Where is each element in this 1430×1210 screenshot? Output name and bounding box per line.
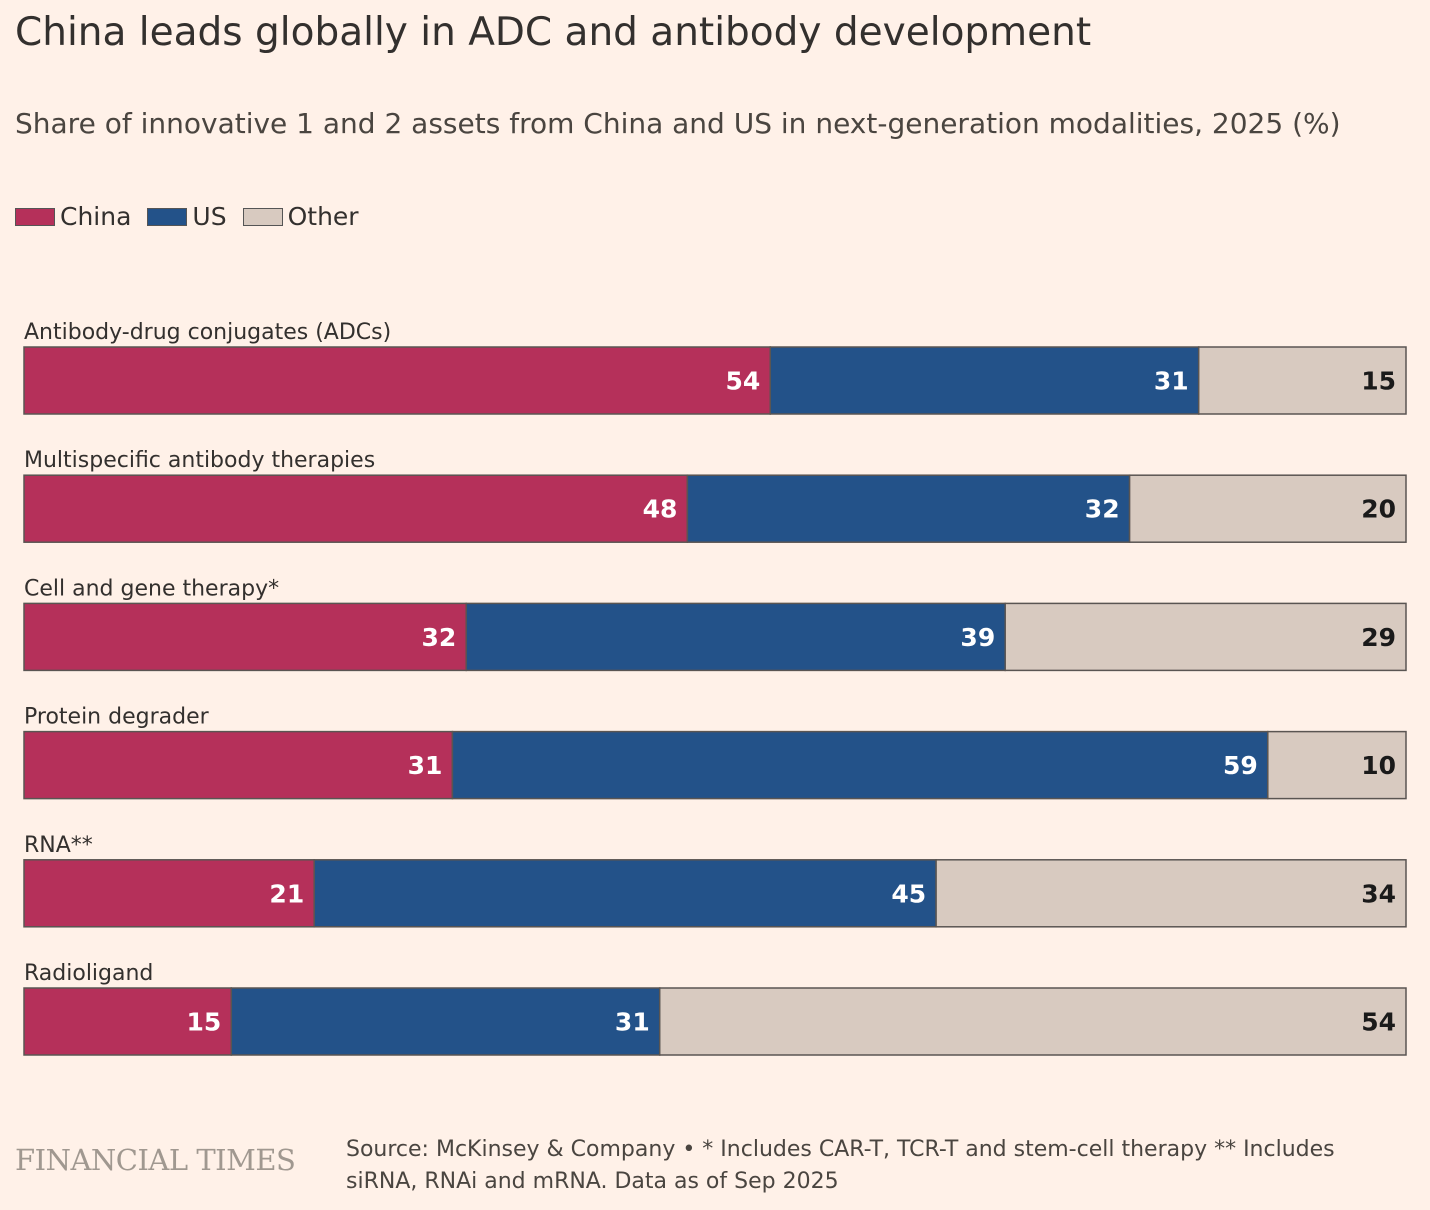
value-label-us-antibody-drug-conjugates-adcs: 31 xyxy=(1154,367,1189,396)
category-label-protein-degrader: Protein degrader xyxy=(24,705,210,730)
legend-item-china: China xyxy=(15,202,131,231)
bar-other-multispecific-antibody-therapies xyxy=(1128,474,1407,543)
value-label-china-radioligand: 15 xyxy=(187,1008,222,1037)
bar-other-antibody-drug-conjugates-adcs xyxy=(1197,346,1407,415)
source-note: Source: McKinsey & Company • * Includes … xyxy=(346,1137,1335,1194)
legend-item-other: Other xyxy=(242,202,359,231)
bar-other-rna xyxy=(935,859,1407,928)
legend-label-other: Other xyxy=(287,202,359,231)
chart-subtitle: Share of innovative 1 and 2 assets from … xyxy=(15,107,1341,140)
legend-swatch-us xyxy=(147,207,188,226)
value-label-us-multispecific-antibody-therapies: 32 xyxy=(1085,495,1120,524)
value-label-china-protein-degrader: 31 xyxy=(408,751,443,780)
bar-us-cell-and-gene-therapy xyxy=(465,602,1006,672)
legend-item-us: US xyxy=(147,202,227,231)
value-label-other-multispecific-antibody-therapies: 20 xyxy=(1361,495,1396,524)
legend-label-china: China xyxy=(60,202,132,231)
value-label-us-cell-and-gene-therapy: 39 xyxy=(960,623,995,652)
legend-label-us: US xyxy=(192,202,227,231)
value-label-other-cell-and-gene-therapy: 29 xyxy=(1361,623,1396,652)
value-label-china-rna: 21 xyxy=(269,879,304,908)
category-label-radioligand: Radioligand xyxy=(24,961,153,986)
value-label-china-multispecific-antibody-therapies: 48 xyxy=(643,495,678,524)
bar-other-protein-degrader xyxy=(1267,730,1407,800)
category-label-cell-and-gene-therapy: Cell and gene therapy* xyxy=(24,576,279,601)
legend-swatch-china xyxy=(15,207,55,226)
bar-us-antibody-drug-conjugates-adcs xyxy=(769,346,1200,415)
bar-us-radioligand xyxy=(230,987,661,1056)
value-label-other-radioligand: 54 xyxy=(1361,1008,1396,1037)
category-label-multispecific-antibody-therapies: Multispecific antibody therapies xyxy=(24,448,375,473)
chart-title: China leads globally in ADC and antibody… xyxy=(15,10,1092,55)
bar-other-cell-and-gene-therapy xyxy=(1004,602,1407,672)
value-label-us-protein-degrader: 59 xyxy=(1223,751,1258,780)
bar-us-protein-degrader xyxy=(451,730,1269,800)
value-label-china-cell-and-gene-therapy: 32 xyxy=(421,623,456,652)
ft-logo: FINANCIAL TIMES xyxy=(15,1143,296,1177)
value-label-us-radioligand: 31 xyxy=(615,1008,650,1037)
bar-china-antibody-drug-conjugates-adcs xyxy=(23,346,772,415)
value-label-china-antibody-drug-conjugates-adcs: 54 xyxy=(725,367,760,396)
bar-other-radioligand xyxy=(658,987,1407,1056)
category-label-rna: RNA** xyxy=(24,833,93,858)
value-label-us-rna: 45 xyxy=(891,879,926,908)
value-label-other-protein-degrader: 10 xyxy=(1361,751,1396,780)
bar-china-cell-and-gene-therapy xyxy=(23,602,467,672)
bar-china-multispecific-antibody-therapies xyxy=(23,474,689,543)
bar-china-rna xyxy=(23,859,315,928)
legend: China US Other xyxy=(15,202,375,231)
legend-swatch-other xyxy=(242,207,283,226)
stacked-bar-chart: Antibody-drug conjugates (ADCs) 54 31 15 Mul… xyxy=(23,320,1407,1056)
value-label-other-antibody-drug-conjugates-adcs: 15 xyxy=(1361,367,1396,396)
bar-us-rna xyxy=(313,859,937,928)
value-label-other-rna: 34 xyxy=(1361,879,1396,908)
bar-us-multispecific-antibody-therapies xyxy=(686,474,1131,543)
bar-china-protein-degrader xyxy=(23,730,454,800)
category-label-antibody-drug-conjugates-adcs: Antibody-drug conjugates (ADCs) xyxy=(24,320,391,345)
